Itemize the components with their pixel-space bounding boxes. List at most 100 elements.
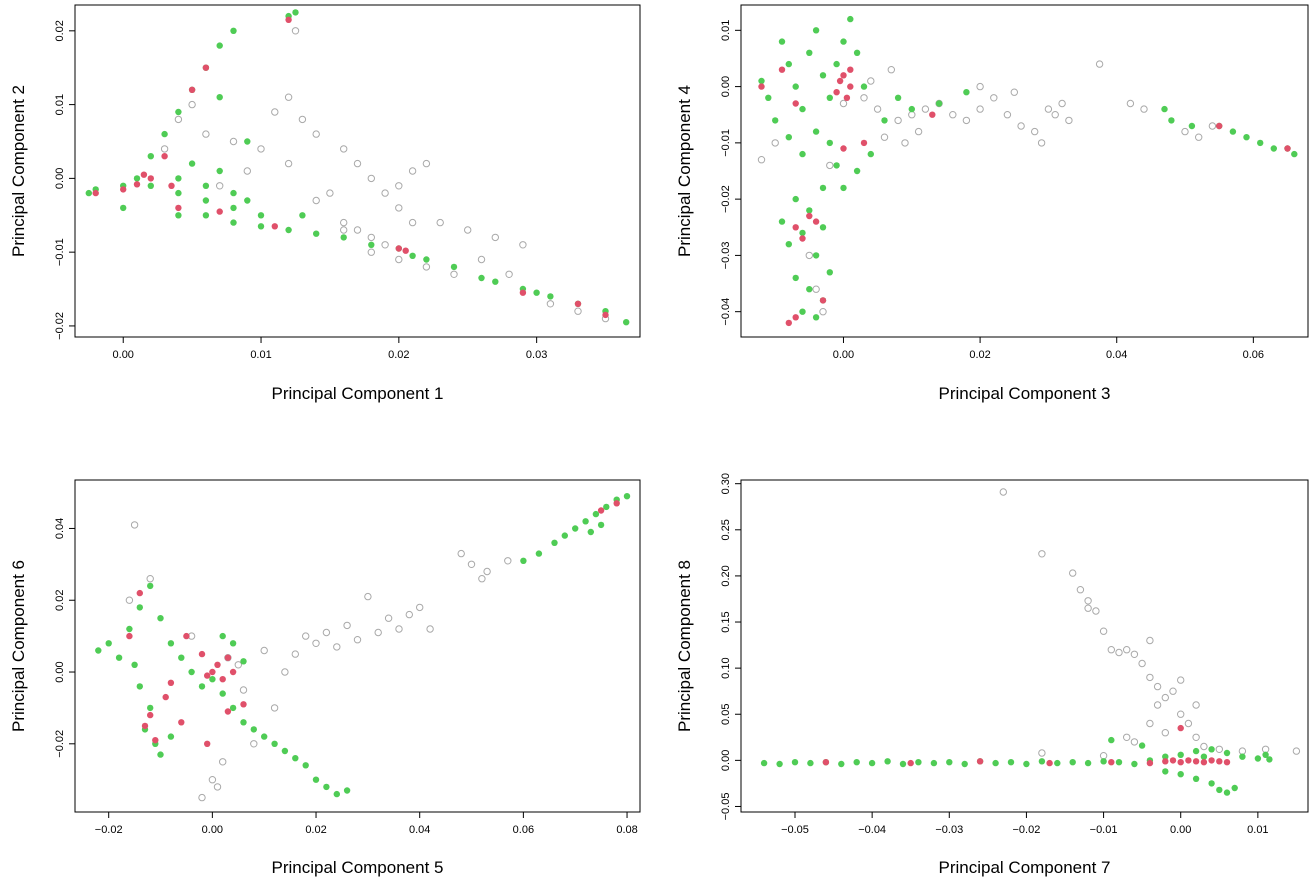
- data-point: [240, 701, 247, 708]
- data-point: [843, 94, 851, 102]
- data-point: [408, 167, 417, 175]
- data-point: [1188, 122, 1196, 130]
- data-point: [1146, 673, 1154, 682]
- data-point: [826, 269, 833, 276]
- data-point: [299, 212, 306, 219]
- data-point: [1031, 127, 1039, 136]
- data-point: [175, 204, 182, 212]
- data-point: [1084, 597, 1092, 605]
- data-point: [219, 690, 226, 697]
- data-point: [1107, 646, 1116, 654]
- data-point: [224, 708, 232, 715]
- data-point: [147, 704, 154, 712]
- data-points: [95, 493, 631, 802]
- data-point: [819, 297, 827, 304]
- data-point: [806, 49, 813, 56]
- data-point: [1192, 701, 1200, 709]
- plot-frame: [74, 479, 641, 813]
- data-point: [1044, 105, 1053, 113]
- data-point: [133, 175, 141, 182]
- y-tick-label: 0.02: [54, 590, 66, 611]
- data-point: [1200, 742, 1208, 751]
- data-point: [450, 270, 458, 278]
- data-point: [519, 241, 527, 249]
- data-point: [367, 174, 375, 183]
- data-point: [822, 759, 830, 766]
- y-tick-label: 0.15: [720, 611, 732, 632]
- data-point: [1038, 550, 1046, 558]
- data-point: [405, 610, 413, 619]
- data-point: [799, 235, 806, 242]
- data-point: [130, 521, 139, 529]
- data-point: [120, 186, 127, 193]
- data-point: [1292, 747, 1301, 755]
- data-point: [257, 212, 265, 219]
- data-point: [340, 145, 348, 153]
- data-point: [860, 83, 868, 90]
- data-point: [847, 15, 854, 23]
- data-point: [146, 575, 154, 583]
- data-point: [175, 108, 182, 116]
- data-point: [250, 726, 257, 733]
- data-point: [806, 207, 813, 214]
- data-point: [229, 704, 237, 712]
- data-point: [963, 89, 970, 96]
- data-point: [623, 319, 630, 326]
- data-point: [1185, 757, 1192, 764]
- data-point: [1108, 759, 1115, 766]
- data-point: [839, 99, 848, 108]
- data-point: [229, 137, 238, 146]
- data-point: [243, 167, 252, 175]
- data-point: [240, 658, 247, 665]
- data-point: [1216, 786, 1223, 794]
- data-point: [908, 111, 916, 119]
- x-axis-title: Principal Component 5: [272, 858, 444, 877]
- data-point: [853, 167, 861, 175]
- data-point: [1208, 780, 1215, 787]
- data-point: [847, 83, 854, 90]
- data-point: [464, 226, 472, 234]
- x-tick-label: −0.02: [1013, 824, 1041, 836]
- x-tick-label: 0.00: [833, 349, 854, 361]
- data-point: [935, 100, 943, 107]
- data-point: [1130, 738, 1139, 746]
- data-point: [408, 218, 417, 227]
- y-tick-label: 0.04: [54, 518, 66, 539]
- data-point: [760, 759, 768, 767]
- scatter-panel-pc7-pc8: −0.05 −0.04 −0.03 −0.02 −0.01 0.00 0.01 −0.05 0…: [675, 473, 1309, 877]
- data-point: [1146, 759, 1154, 767]
- data-point: [946, 759, 953, 766]
- y-axis-title: Principal Component 6: [9, 560, 28, 732]
- data-point: [1140, 105, 1148, 113]
- data-point: [450, 263, 458, 271]
- data-point: [395, 625, 403, 633]
- data-point: [271, 740, 278, 747]
- data-point: [1100, 758, 1107, 765]
- data-point: [1058, 99, 1066, 108]
- y-tick-label: −0.02: [54, 730, 66, 758]
- data-point: [395, 182, 403, 190]
- data-point: [322, 628, 331, 637]
- data-point: [239, 686, 248, 694]
- data-point: [416, 603, 424, 612]
- data-point: [483, 567, 491, 576]
- data-point: [1200, 759, 1208, 766]
- data-point: [1010, 88, 1018, 96]
- data-point: [613, 500, 620, 507]
- data-point: [292, 755, 299, 762]
- data-point: [519, 289, 527, 296]
- data-point: [1261, 745, 1270, 753]
- data-point: [202, 212, 210, 219]
- data-point: [202, 182, 210, 189]
- data-point: [343, 787, 351, 794]
- data-point: [214, 661, 221, 668]
- data-point: [785, 319, 792, 327]
- data-point: [1243, 134, 1250, 141]
- data-point: [799, 150, 806, 158]
- data-point: [887, 66, 895, 74]
- data-point: [478, 274, 485, 282]
- y-tick-label: 0.02: [54, 20, 66, 41]
- data-point: [1076, 586, 1085, 594]
- x-tick-label: 0.04: [409, 824, 430, 836]
- data-point: [520, 557, 527, 564]
